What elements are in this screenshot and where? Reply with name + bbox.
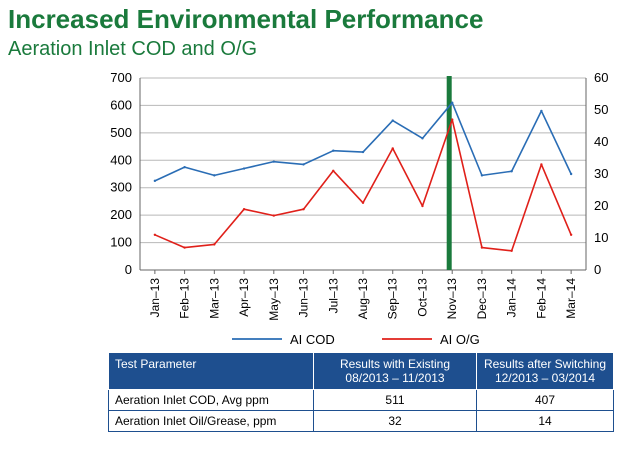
data-point [451,101,454,104]
table-cell: Aeration Inlet Oil/Grease, ppm [108,410,314,432]
y-left-tick-label: 700 [110,70,132,85]
y-right-tick-label: 10 [594,230,608,245]
data-point [569,233,573,236]
data-point [451,118,454,121]
page-title: Increased Environmental Performance [8,4,484,34]
table-cell: Aeration Inlet COD, Avg ppm [108,389,314,411]
y-left-tick-label: 400 [110,152,132,167]
y-right-tick-label: 60 [594,70,608,85]
x-tick-label: Mar–13 [207,278,221,319]
data-point [361,150,365,154]
data-point [302,163,305,166]
page-subtitle: Aeration Inlet COD and O/G [8,38,258,60]
y-left-tick-label: 500 [110,125,132,140]
x-tick-label: Dec–13 [475,278,489,320]
y-left-tick-label: 0 [125,262,132,277]
x-tick-label: Sep–13 [386,278,400,320]
y-right-tick-label: 40 [594,134,608,149]
data-point [213,174,216,177]
table-cell: 14 [476,410,614,432]
data-point [213,243,216,246]
table-header-switching: Results after Switching 12/2013 – 03/201… [476,352,614,390]
data-point [421,204,424,208]
data-point [391,119,394,122]
data-point [183,246,186,249]
data-point [332,169,335,172]
y-right-tick-label: 20 [594,198,608,213]
x-tick-label: Jul–13 [326,278,340,314]
table-header-existing: Results with Existing 08/2013 – 11/2013 [313,352,477,390]
data-point [332,149,335,152]
data-point [510,249,513,252]
data-point [421,137,424,140]
series-line-ai-og [154,118,572,252]
series-line-ai-cod [154,101,572,182]
table-header-row: Test Parameter Results with Existing 08/… [108,352,614,390]
x-tick-label: Feb–13 [178,278,192,319]
data-point [272,214,275,217]
y-right-tick-label: 30 [594,166,608,181]
table-header-period: 08/2013 – 11/2013 [345,371,445,385]
x-tick-label: Nov–13 [445,278,459,320]
x-tick-label: Oct–13 [415,278,429,317]
data-point [242,208,246,211]
x-tick-label: Feb–14 [534,278,548,319]
table-header-label: Results with Existing [339,357,451,371]
data-point [540,163,543,166]
data-point [242,167,246,170]
results-table: Test Parameter Results with Existing 08/… [108,352,614,432]
legend-label: AI O/G [440,332,480,347]
table-header-parameter: Test Parameter [108,352,314,390]
data-point [272,160,275,163]
y-left-tick-label: 600 [110,97,132,112]
data-point [391,147,394,150]
y-left-tick-label: 200 [110,207,132,222]
data-point [361,201,365,204]
y-left-tick-label: 300 [110,180,132,195]
table-row: Aeration Inlet COD, Avg ppm 511 407 [108,389,614,411]
x-tick-label: Aug–13 [356,278,370,320]
table-cell: 511 [313,389,477,411]
table-header-period: 12/2013 – 03/2014 [494,371,596,385]
x-tick-label: Jun–13 [297,278,311,318]
x-tick-label: May–13 [267,278,281,321]
table-row: Aeration Inlet Oil/Grease, ppm 32 14 [108,410,614,432]
y-right-tick-label: 50 [594,102,608,117]
legend-label: AI COD [290,332,335,347]
x-tick-label: Mar–14 [564,278,578,319]
x-tick-label: Jan–14 [505,278,519,318]
line-chart: 0 100 200 300 400 500 600 700 0 10 20 30 40 50 60 Jan–1… [110,70,608,347]
table-cell: 32 [313,410,477,432]
data-point [540,109,543,113]
data-point [480,246,484,249]
x-tick-label: Apr–13 [237,278,251,317]
table-header-label: Test Parameter [115,357,197,371]
data-point [183,165,186,169]
table-header-label: Results after Switching [483,357,607,371]
data-point [153,179,157,183]
data-point [480,174,484,177]
data-point [153,233,157,236]
y-right-tick-label: 0 [594,262,601,277]
y-left-tick-label: 100 [110,235,132,250]
x-tick-label: Jan–13 [148,278,162,318]
data-point [569,172,573,176]
table-cell: 407 [476,389,614,411]
data-point [510,170,513,173]
data-point [302,208,305,211]
